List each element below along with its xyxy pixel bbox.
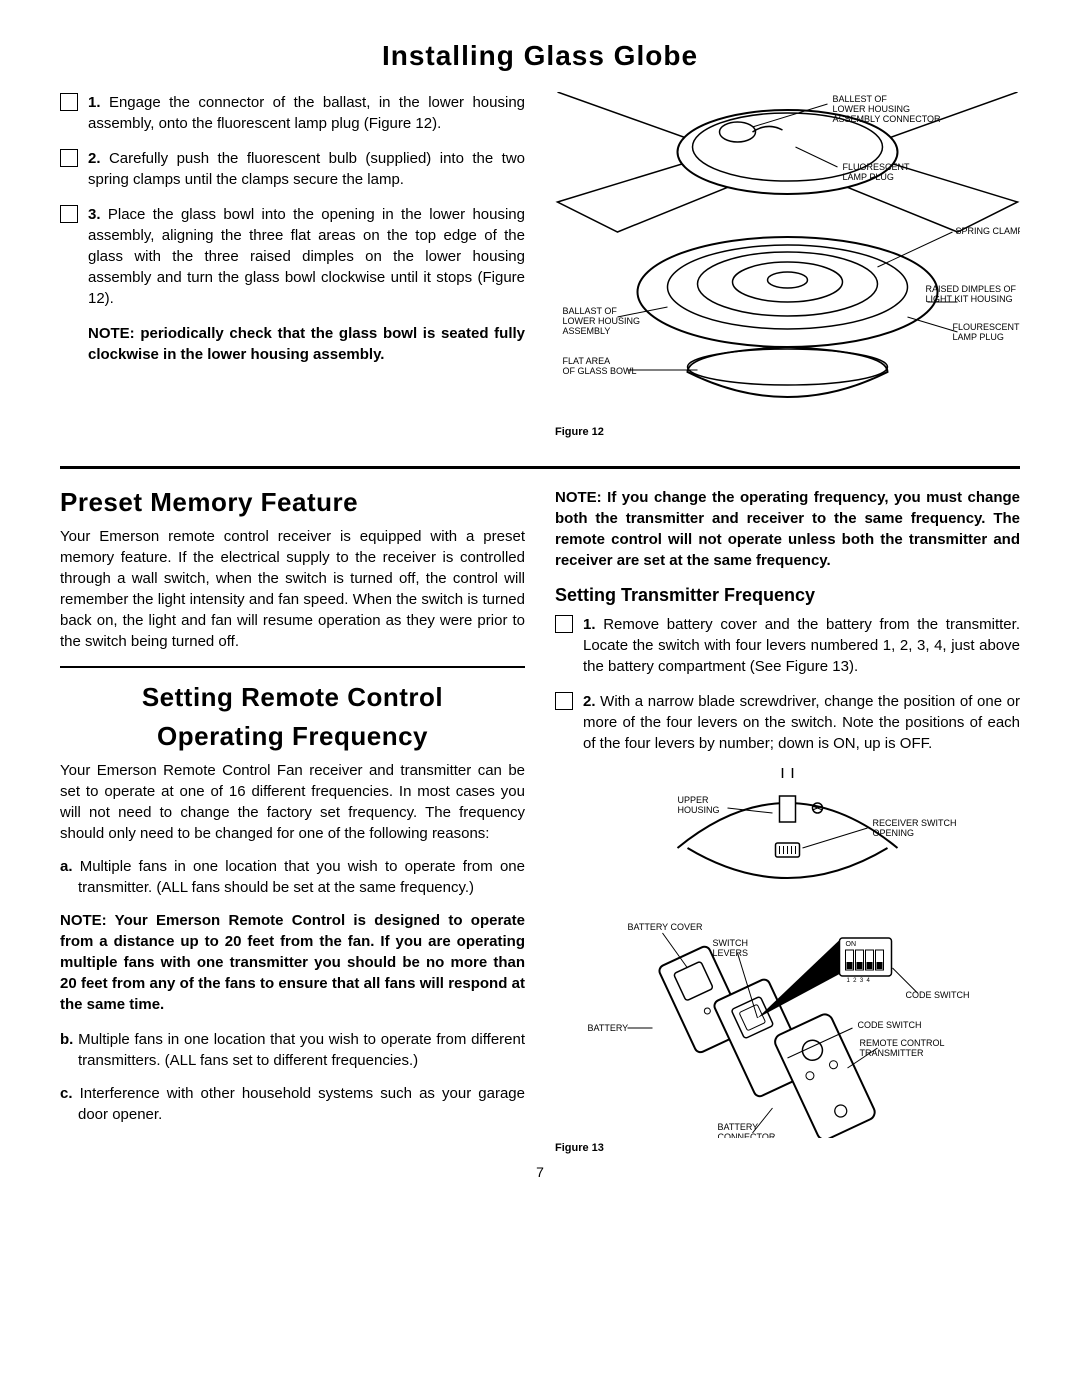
- page-number: 7: [60, 1164, 1020, 1180]
- svg-text:CODE SWITCH: CODE SWITCH: [906, 990, 970, 1000]
- checkbox-icon: [60, 149, 78, 167]
- svg-text:TRANSMITTER: TRANSMITTER: [860, 1048, 924, 1058]
- list-text: Multiple fans in one location that you w…: [78, 858, 525, 896]
- svg-text:HOUSING: HOUSING: [678, 805, 720, 815]
- para-remote-freq: Your Emerson Remote Control Fan receiver…: [60, 760, 525, 844]
- page-title-installing: Installing Glass Globe: [60, 40, 1020, 72]
- svg-text:RAISED DIMPLES OF: RAISED DIMPLES OF: [926, 284, 1017, 294]
- list-item-a: a. Multiple fans in one location that yo…: [60, 856, 525, 898]
- step-3: 3. Place the glass bowl into the opening…: [60, 204, 525, 309]
- list-item-b: b. Multiple fans in one location that yo…: [60, 1029, 525, 1071]
- figure-12-caption: Figure 12: [555, 426, 1020, 438]
- svg-text:LOWER HOUSING: LOWER HOUSING: [563, 316, 641, 326]
- svg-text:FLUORESCENT: FLUORESCENT: [843, 162, 911, 172]
- svg-text:1 2 3 4: 1 2 3 4: [847, 978, 871, 984]
- lower-left: Preset Memory Feature Your Emerson remot…: [60, 487, 525, 1154]
- svg-text:OF GLASS BOWL: OF GLASS BOWL: [563, 366, 637, 376]
- para-preset-memory: Your Emerson remote control receiver is …: [60, 526, 525, 652]
- note-20-feet: NOTE: Your Emerson Remote Control is des…: [60, 910, 525, 1015]
- step-body: 2. Carefully push the fluorescent bulb (…: [88, 148, 525, 190]
- list-label: b.: [60, 1031, 73, 1048]
- lower-right: NOTE: If you change the operating freque…: [555, 487, 1020, 1154]
- svg-text:BATTERY COVER: BATTERY COVER: [628, 922, 704, 932]
- svg-text:LAMP PLUG: LAMP PLUG: [953, 332, 1004, 342]
- svg-text:CONNECTOR: CONNECTOR: [718, 1132, 776, 1138]
- step-body: 1. Engage the connector of the ballast, …: [88, 92, 525, 134]
- note-change-freq: NOTE: If you change the operating freque…: [555, 487, 1020, 571]
- svg-text:FLOURESCENT: FLOURESCENT: [953, 322, 1021, 332]
- svg-text:LOWER HOUSING: LOWER HOUSING: [833, 104, 911, 114]
- svg-text:ON: ON: [846, 941, 857, 948]
- divider-2: [60, 666, 525, 668]
- svg-text:UPPER: UPPER: [678, 795, 710, 805]
- step-body: 3. Place the glass bowl into the opening…: [88, 204, 525, 309]
- section1-right: BALLEST OF LOWER HOUSING ASSEMBLY CONNEC…: [555, 92, 1020, 438]
- figure-12: BALLEST OF LOWER HOUSING ASSEMBLY CONNEC…: [555, 92, 1020, 422]
- list-text: Multiple fans in one location that you w…: [78, 1031, 525, 1069]
- heading-preset-memory: Preset Memory Feature: [60, 487, 525, 518]
- svg-text:BALLEST OF: BALLEST OF: [833, 94, 888, 104]
- note-globe: NOTE: periodically check that the glass …: [60, 323, 525, 365]
- svg-text:BATTERY: BATTERY: [718, 1122, 759, 1132]
- svg-text:LIGHT KIT HOUSING: LIGHT KIT HOUSING: [926, 294, 1013, 304]
- svg-text:SWITCH: SWITCH: [713, 938, 749, 948]
- step-num: 3.: [88, 206, 101, 223]
- step-t1: 1. Remove battery cover and the battery …: [555, 614, 1020, 677]
- checkbox-icon: [60, 205, 78, 223]
- list-text: Interference with other household system…: [78, 1085, 525, 1123]
- figure-13-caption: Figure 13: [555, 1142, 1020, 1154]
- svg-text:CODE SWITCH: CODE SWITCH: [858, 1020, 922, 1030]
- lower-columns: Preset Memory Feature Your Emerson remot…: [60, 487, 1020, 1154]
- svg-text:ASSEMBLY CONNECTOR: ASSEMBLY CONNECTOR: [833, 114, 942, 124]
- heading-remote-freq-1: Setting Remote Control: [60, 682, 525, 713]
- step-text: With a narrow blade screwdriver, change …: [583, 693, 1020, 752]
- svg-text:SPRING CLAMP: SPRING CLAMP: [956, 226, 1021, 236]
- step-text: Place the glass bowl into the opening in…: [88, 206, 525, 307]
- step-text: Engage the connector of the ballast, in …: [88, 94, 525, 132]
- step-text: Remove battery cover and the battery fro…: [583, 616, 1020, 675]
- step-num: 1.: [88, 94, 101, 111]
- subheading-transmitter-freq: Setting Transmitter Frequency: [555, 585, 1020, 606]
- checkbox-icon: [60, 93, 78, 111]
- step-num: 2.: [88, 150, 101, 167]
- svg-text:OPENING: OPENING: [873, 828, 915, 838]
- figure-13: ON 1 2 3 4 UPPER HOUSING RECEIVER SWITCH: [555, 768, 1020, 1138]
- svg-text:BALLAST OF: BALLAST OF: [563, 306, 618, 316]
- list-label: a.: [60, 858, 73, 875]
- section1-columns: 1. Engage the connector of the ballast, …: [60, 92, 1020, 438]
- section1-left: 1. Engage the connector of the ballast, …: [60, 92, 525, 438]
- step-1: 1. Engage the connector of the ballast, …: [60, 92, 525, 134]
- list-item-c: c. Interference with other household sys…: [60, 1083, 525, 1125]
- heading-remote-freq-2: Operating Frequency: [60, 721, 525, 752]
- svg-text:BATTERY: BATTERY: [588, 1023, 629, 1033]
- list-label: c.: [60, 1085, 73, 1102]
- divider-1: [60, 466, 1020, 469]
- step-body: 2. With a narrow blade screwdriver, chan…: [583, 691, 1020, 754]
- step-num: 1.: [583, 616, 596, 633]
- step-2: 2. Carefully push the fluorescent bulb (…: [60, 148, 525, 190]
- svg-text:ASSEMBLY: ASSEMBLY: [563, 326, 611, 336]
- checkbox-icon: [555, 615, 573, 633]
- step-num: 2.: [583, 693, 596, 710]
- svg-text:FLAT AREA: FLAT AREA: [563, 356, 611, 366]
- svg-text:REMOTE CONTROL: REMOTE CONTROL: [860, 1038, 945, 1048]
- svg-text:RECEIVER SWITCH: RECEIVER SWITCH: [873, 818, 957, 828]
- svg-text:LAMP PLUG: LAMP PLUG: [843, 172, 894, 182]
- step-text: Carefully push the fluorescent bulb (sup…: [88, 150, 525, 188]
- svg-text:LEVERS: LEVERS: [713, 948, 749, 958]
- step-body: 1. Remove battery cover and the battery …: [583, 614, 1020, 677]
- checkbox-icon: [555, 692, 573, 710]
- step-t2: 2. With a narrow blade screwdriver, chan…: [555, 691, 1020, 754]
